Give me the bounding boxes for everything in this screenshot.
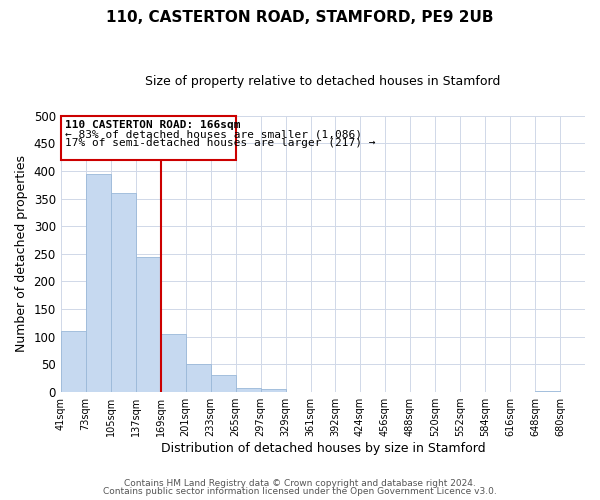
Text: Contains public sector information licensed under the Open Government Licence v3: Contains public sector information licen… xyxy=(103,487,497,496)
Bar xyxy=(61,330,86,392)
Text: 110, CASTERTON ROAD, STAMFORD, PE9 2UB: 110, CASTERTON ROAD, STAMFORD, PE9 2UB xyxy=(106,10,494,25)
Y-axis label: Number of detached properties: Number of detached properties xyxy=(15,156,28,352)
Bar xyxy=(236,388,261,392)
Text: 17% of semi-detached houses are larger (217) →: 17% of semi-detached houses are larger (… xyxy=(65,138,375,148)
X-axis label: Distribution of detached houses by size in Stamford: Distribution of detached houses by size … xyxy=(161,442,485,455)
Bar xyxy=(535,391,560,392)
Bar xyxy=(185,364,211,392)
Bar xyxy=(211,376,236,392)
Bar xyxy=(161,334,185,392)
Text: ← 83% of detached houses are smaller (1,086): ← 83% of detached houses are smaller (1,… xyxy=(65,130,362,140)
Text: Contains HM Land Registry data © Crown copyright and database right 2024.: Contains HM Land Registry data © Crown c… xyxy=(124,478,476,488)
Title: Size of property relative to detached houses in Stamford: Size of property relative to detached ho… xyxy=(145,75,500,88)
Bar xyxy=(261,390,286,392)
FancyBboxPatch shape xyxy=(61,116,236,160)
Text: 110 CASTERTON ROAD: 166sqm: 110 CASTERTON ROAD: 166sqm xyxy=(65,120,240,130)
Bar xyxy=(110,193,136,392)
Bar xyxy=(136,256,161,392)
Bar xyxy=(86,174,110,392)
